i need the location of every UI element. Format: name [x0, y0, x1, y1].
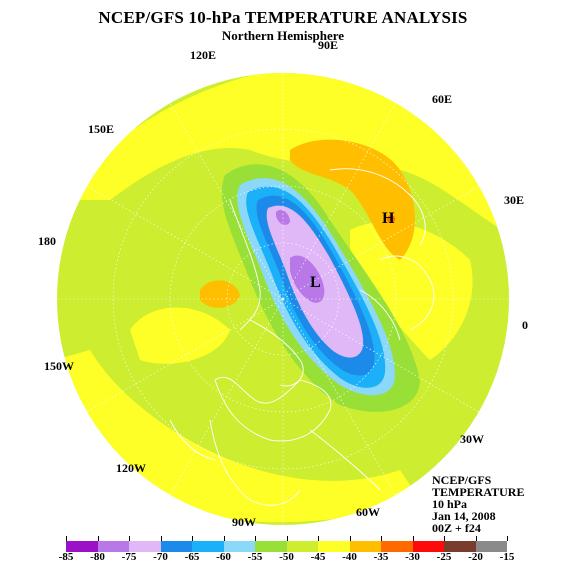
lon-label-150e: 150E	[88, 122, 115, 136]
lon-label-30w: 30W	[460, 432, 484, 446]
legend-swatch	[255, 541, 287, 552]
legend-tick-label: -60	[216, 551, 231, 563]
info-line-level: 10 hPa	[432, 497, 468, 511]
warm-spot	[387, 215, 395, 223]
orange-region-west	[200, 280, 240, 308]
legend-tick-mark	[349, 536, 351, 541]
legend-swatch	[97, 541, 129, 552]
legend-tick-label: -25	[436, 551, 452, 563]
legend-tick-mark	[475, 536, 477, 541]
info-line-forecast: 00Z + f24	[432, 521, 481, 535]
legend-swatch	[444, 541, 476, 552]
lon-label-90e: 90E	[318, 38, 339, 52]
legend-swatch	[318, 541, 350, 552]
legend-ticks: -85 -80 -75 -70 -65 -60 -55 -50 -45 -40 -35 -30 -25 -…	[0, 551, 566, 565]
legend-tick-mark	[381, 536, 382, 541]
lon-label-150w: 150W	[44, 359, 74, 373]
legend-tick-mark	[160, 536, 162, 541]
legend-swatch	[475, 541, 507, 552]
legend-tick-label: -55	[247, 551, 263, 563]
legend-swatch	[286, 541, 318, 552]
lon-label-90w: 90W	[232, 515, 256, 529]
legend-swatch	[129, 541, 161, 552]
high-marker: H	[382, 210, 395, 227]
legend-tick-mark	[412, 536, 414, 541]
legend-tick-label: -40	[342, 551, 357, 563]
legend-tick-mark	[97, 536, 99, 541]
low-marker: L	[310, 274, 321, 291]
legend-swatch	[223, 541, 255, 552]
legend-tick-mark	[507, 536, 508, 541]
legend-tick-label: -80	[90, 551, 105, 563]
legend-swatch	[349, 541, 381, 552]
lon-label-60w: 60W	[356, 505, 380, 519]
legend-tick-mark	[223, 536, 225, 541]
yellow-region-west	[130, 307, 230, 364]
lon-label-120w: 120W	[116, 461, 146, 475]
legend-tick-label: -50	[279, 551, 294, 563]
purple-core-small	[276, 209, 290, 225]
lon-label-180: 180	[38, 234, 56, 248]
legend-tick-mark	[66, 536, 67, 541]
legend-swatch	[192, 541, 224, 552]
page-title: NCEP/GFS 10-hPa TEMPERATURE ANALYSIS	[98, 8, 468, 27]
legend-swatch	[412, 541, 444, 552]
legend-tick-label: -20	[468, 551, 483, 563]
lon-label-30e: 30E	[504, 193, 525, 207]
legend-tick-label: -15	[499, 551, 515, 563]
legend-tick-mark	[444, 536, 445, 541]
coastlines	[169, 168, 435, 506]
lon-label-60e: 60E	[432, 92, 453, 106]
lat-lon-grid	[57, 73, 509, 525]
legend-tick-label: -30	[405, 551, 420, 563]
legend-swatch	[160, 541, 192, 552]
legend-tick-label: -70	[153, 551, 168, 563]
legend-tick-label: -85	[58, 551, 74, 563]
legend-swatch	[66, 541, 98, 552]
legend-tick-mark	[255, 536, 256, 541]
orange-region-high	[290, 139, 415, 260]
legend-tick-mark	[286, 536, 288, 541]
page-subtitle: Northern Hemisphere	[221, 28, 345, 43]
legend-tick-mark	[129, 536, 130, 541]
legend-tick-label: -75	[121, 551, 137, 563]
legend-tick-mark	[192, 536, 193, 541]
info-line-model: NCEP/GFS	[432, 473, 492, 487]
yellow-region-east	[350, 221, 473, 360]
lon-label-0: 0	[522, 318, 528, 332]
info-line-field: TEMPERATURE	[432, 485, 525, 499]
legend-tick-label: -45	[310, 551, 326, 563]
legend-tick-mark	[318, 536, 319, 541]
legend-tick-label: -35	[373, 551, 389, 563]
legend-swatch	[381, 541, 413, 552]
info-line-date: Jan 14, 2008	[432, 509, 496, 523]
info-block: NCEP/GFS TEMPERATURE 10 hPa Jan 14, 2008…	[432, 474, 524, 534]
color-legend	[66, 541, 507, 552]
legend-tick-label: -65	[184, 551, 200, 563]
purple-core	[290, 255, 325, 303]
lon-label-120e: 120E	[190, 48, 217, 62]
